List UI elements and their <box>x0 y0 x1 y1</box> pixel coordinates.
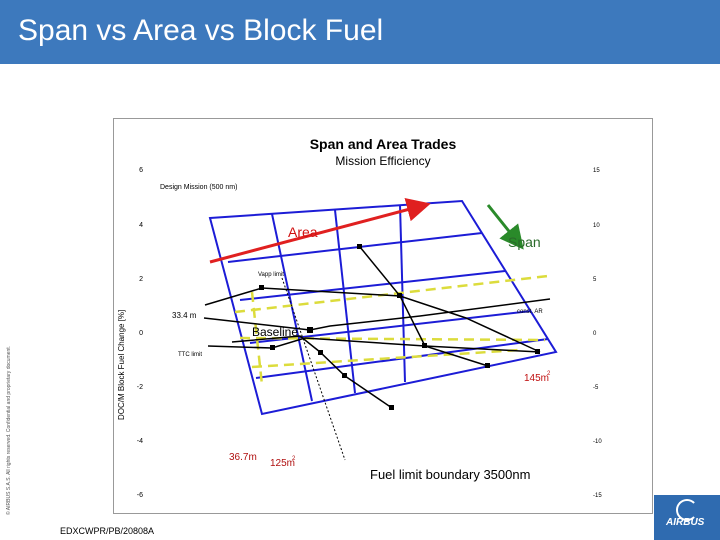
slide-title: Span vs Area vs Block Fuel <box>18 14 384 47</box>
ytick-left-m4: -4 <box>137 438 143 445</box>
ttc-line <box>207 337 541 353</box>
marker-7 <box>342 373 347 378</box>
upper-curve <box>359 246 489 367</box>
document-reference: EDXCWPR/PB/20808A <box>60 526 155 536</box>
ytick-left-6: 6 <box>139 167 143 174</box>
airbus-logo-icon <box>676 499 698 521</box>
span-label: Span <box>508 234 541 250</box>
dashed-line-3 <box>251 348 521 369</box>
area-125-label: 125m <box>270 458 295 469</box>
ttc-limit-label: TTC limit <box>178 352 202 358</box>
marker-8 <box>270 345 275 350</box>
area-label: Area <box>288 224 318 240</box>
marker-6 <box>535 349 540 354</box>
airbus-logo-text: AIRBUS <box>666 517 705 528</box>
area-145-label: 145m <box>524 373 549 384</box>
marker-11 <box>318 350 323 355</box>
fuel-limit-label: Fuel limit boundary 3500nm <box>370 467 530 482</box>
ytick-right-m15: -15 <box>593 493 602 499</box>
ytick-right-m5: -5 <box>593 385 599 391</box>
slide-header: Span vs Area vs Block Fuel <box>0 0 720 64</box>
marker-1 <box>259 285 264 290</box>
data-markers <box>259 244 540 410</box>
const-ar-line <box>203 298 551 331</box>
marker-2 <box>397 293 402 298</box>
dashed-boundaries <box>234 274 549 386</box>
marker-10 <box>389 405 394 410</box>
ytick-right-0: 0 <box>593 331 597 337</box>
airbus-logo: AIRBUS <box>654 495 720 540</box>
dashed-line-2 <box>239 336 546 342</box>
ytick-left-2: 2 <box>139 276 143 283</box>
baseline-label: Baseline <box>252 325 298 339</box>
ytick-left-0: 0 <box>139 330 143 337</box>
dotted-limit-line <box>281 277 346 461</box>
ytick-right-10: 10 <box>593 223 600 229</box>
dashed-line-1 <box>234 274 549 314</box>
span-arrow <box>486 204 524 250</box>
carpet-line-2 <box>334 209 356 394</box>
area-145-sup: 2 <box>547 371 551 377</box>
design-mission-label: Design Mission (500 nm) <box>160 184 237 191</box>
chart-subtitle: Mission Efficiency <box>335 154 431 168</box>
ytick-left-m2: -2 <box>137 384 143 391</box>
ytick-right-15: 15 <box>593 168 600 174</box>
span-33-label: 33.4 m <box>172 311 197 320</box>
ytick-left-4: 4 <box>139 222 143 229</box>
marker-5 <box>422 343 427 348</box>
carpet-grid <box>208 199 558 416</box>
const-ar-label: const. AR <box>517 309 543 315</box>
chart-title: Span and Area Trades <box>309 136 457 152</box>
marker-9 <box>485 363 490 368</box>
area-125-sup: 2 <box>292 456 296 462</box>
carpet-line-4 <box>227 232 483 263</box>
ytick-left-m6: -6 <box>137 492 143 499</box>
carpet-line-5 <box>239 270 506 301</box>
chart-frame: Span and Area Trades Mission Efficiency <box>113 118 653 514</box>
ytick-right-m10: -10 <box>593 439 602 445</box>
area-arrow <box>209 198 431 264</box>
marker-4 <box>307 327 313 333</box>
y-axis-label: DOC/M Block Fuel Change [%] <box>117 310 126 420</box>
vapp-limit-label: Vapp limit <box>258 272 284 278</box>
carpet-outline <box>208 199 558 416</box>
span-36-label: 36.7m <box>229 452 257 463</box>
marker-3 <box>357 244 362 249</box>
ytick-right-5: 5 <box>593 277 597 283</box>
